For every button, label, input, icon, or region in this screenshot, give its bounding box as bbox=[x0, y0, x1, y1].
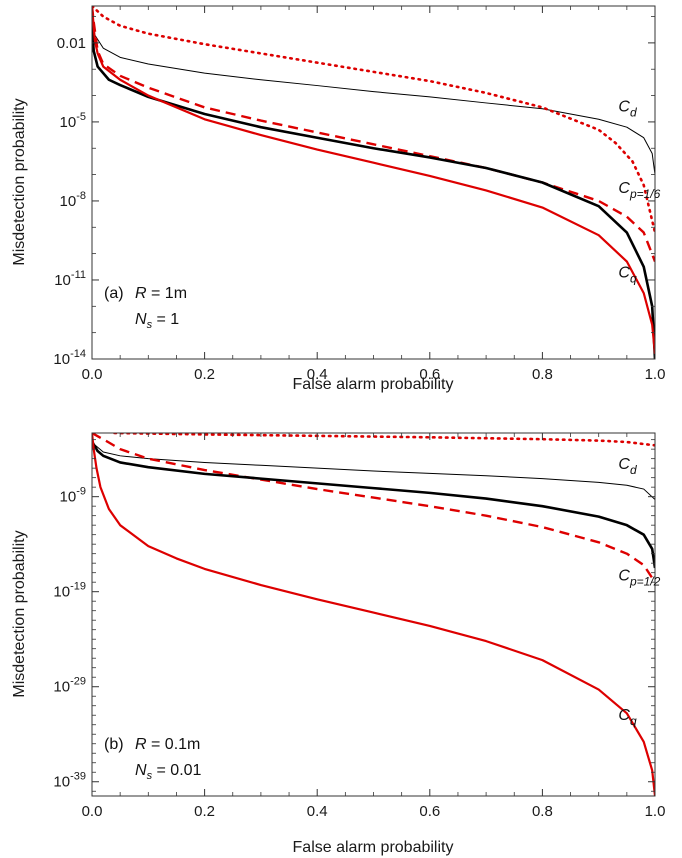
panel-b: 0.0 0.2 0.4 0.6 0.8 1.0 10-9 10-19 10-29 10-39 Cd… bbox=[11, 432, 665, 856]
series-line-black-thin bbox=[92, 442, 655, 500]
y-tick-label: 10-39 bbox=[53, 771, 86, 791]
panel-a-axes: 0.0 0.2 0.4 0.6 0.8 1.0 0.01 10-5 10-8 10-11 10-14 bbox=[53, 6, 665, 383]
curve-label-d: Cd bbox=[618, 98, 637, 119]
x-tick-label: 1.0 bbox=[645, 803, 666, 820]
series-line-black-thick bbox=[92, 24, 655, 359]
panel-a-param-ns: Ns = 1 bbox=[135, 311, 179, 331]
x-tick-label: 0.0 bbox=[82, 803, 103, 820]
panel-a-ylabel: Misdetection probability bbox=[11, 98, 28, 265]
panel-b-curves bbox=[92, 433, 655, 796]
panel-a: 0.0 0.2 0.4 0.6 0.8 1.0 0.01 10-5 10-8 10-11 10-14… bbox=[11, 5, 665, 393]
curve-label-q: Cq bbox=[618, 264, 637, 285]
curve-label-q: Cq bbox=[618, 707, 637, 728]
series-line-black-thick bbox=[92, 440, 655, 569]
panel-a-frame bbox=[91, 5, 656, 360]
x-tick-label: 0.6 bbox=[419, 366, 440, 383]
series-line-red-solid bbox=[92, 6, 655, 354]
curve-label-p16: Cp=1/6 bbox=[618, 180, 660, 201]
y-tick-label: 10-5 bbox=[60, 111, 86, 131]
series-line-red-dashed bbox=[92, 6, 655, 262]
panel-b-param-r: R = 0.1m bbox=[135, 736, 200, 753]
x-tick-label: 0.2 bbox=[194, 803, 215, 820]
x-tick-label: 0.8 bbox=[532, 803, 553, 820]
panel-a-label: (a) bbox=[104, 285, 124, 302]
x-tick-label: 0.8 bbox=[532, 366, 553, 383]
y-tick-label: 10-11 bbox=[54, 269, 86, 289]
panel-b-curve-labels: Cd Cp=1/2 Cq bbox=[618, 456, 660, 728]
y-tick-label: 10-9 bbox=[60, 486, 86, 506]
curve-label-d: Cd bbox=[618, 456, 637, 477]
series-line-red-dashed bbox=[92, 433, 655, 583]
y-tick-label: 10-8 bbox=[60, 190, 86, 210]
x-tick-label: 1.0 bbox=[645, 366, 666, 383]
x-tick-label: 0.4 bbox=[307, 366, 328, 383]
panel-b-ylabel: Misdetection probability bbox=[11, 530, 28, 697]
y-tick-label: 10-19 bbox=[53, 581, 86, 601]
panel-a-xlabel: False alarm probability bbox=[293, 376, 454, 393]
y-tick-label: 0.01 bbox=[57, 35, 86, 52]
panel-b-param-ns: Ns = 0.01 bbox=[135, 762, 202, 782]
series-line-black-thin bbox=[92, 19, 655, 175]
panel-a-curves bbox=[92, 6, 655, 359]
x-tick-label: 0.0 bbox=[82, 366, 103, 383]
x-tick-label: 0.4 bbox=[307, 803, 328, 820]
x-tick-label: 0.2 bbox=[194, 366, 215, 383]
y-tick-label: 10-14 bbox=[53, 348, 86, 368]
panel-b-label: (b) bbox=[104, 736, 124, 753]
series-line-red-dotted bbox=[113, 433, 655, 447]
y-tick-label: 10-29 bbox=[53, 676, 86, 696]
series-line-red-dotted bbox=[92, 6, 655, 234]
panel-b-xlabel: False alarm probability bbox=[293, 839, 454, 856]
x-tick-label: 0.6 bbox=[419, 803, 440, 820]
panel-a-curve-labels: Cd Cp=1/6 Cq bbox=[618, 98, 660, 285]
panel-b-axes: 0.0 0.2 0.4 0.6 0.8 1.0 10-9 10-19 10-29 10-39 bbox=[53, 433, 665, 820]
series-line-red-solid bbox=[92, 433, 655, 796]
curve-label-p12: Cp=1/2 bbox=[618, 567, 660, 588]
panel-a-param-r: R = 1m bbox=[135, 285, 187, 302]
